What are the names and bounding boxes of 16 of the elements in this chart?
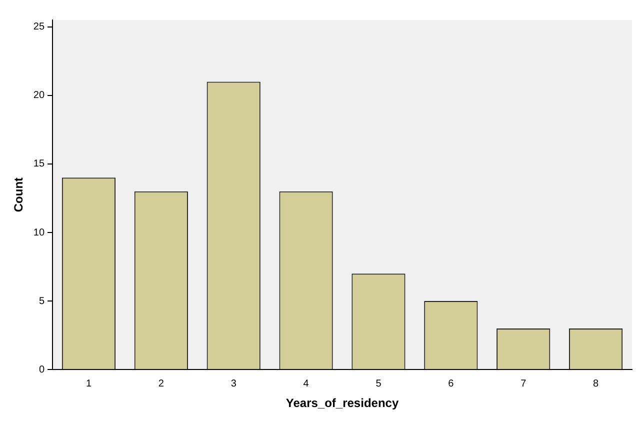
x-tick-label: 5: [376, 378, 382, 390]
y-tick-label: 5: [38, 296, 45, 307]
y-axis-title: Count: [12, 177, 26, 212]
y-tick-label: 10: [33, 227, 45, 238]
y-tick-label: 0: [38, 364, 45, 376]
x-tick-label: 1: [86, 378, 92, 390]
x-tick-label: 6: [448, 378, 454, 390]
y-tick-label: 20: [33, 90, 45, 102]
x-tick-label: 8: [593, 378, 599, 390]
x-tick-label: 7: [520, 378, 527, 390]
x-tick-label: 2: [158, 378, 164, 390]
y-tick-label: 15: [33, 158, 45, 170]
x-tick-label: 3: [230, 378, 237, 390]
x-tick-label: 4: [303, 378, 310, 390]
y-tick-label: 25: [33, 22, 45, 33]
x-axis-title: Years_of_residency: [286, 396, 399, 410]
